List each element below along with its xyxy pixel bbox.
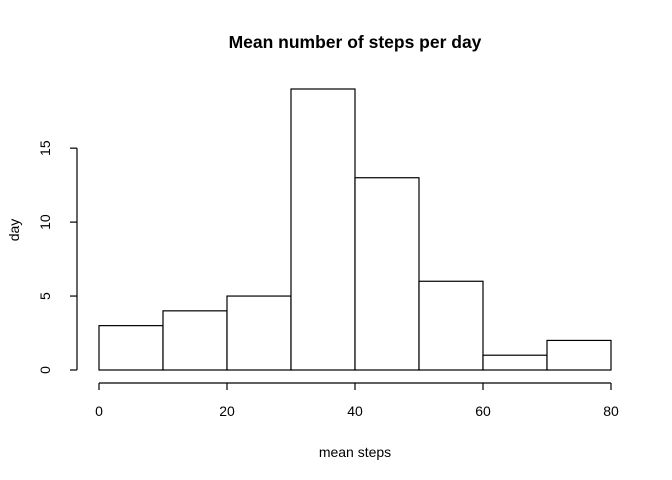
x-axis-label: mean steps (319, 444, 391, 460)
x-tick-label-3: 60 (475, 403, 491, 419)
x-tick-label-4: 80 (603, 403, 619, 419)
histogram-bar-1 (162, 310, 228, 371)
x-tick-label-0: 0 (95, 403, 103, 419)
y-tick-label-1: 5 (37, 292, 53, 300)
x-tick-label-1: 20 (219, 403, 235, 419)
x-axis: 0 20 40 60 80 (95, 382, 619, 419)
y-tick-label-0: 0 (37, 366, 53, 374)
y-tick-label-3: 15 (37, 140, 53, 156)
y-axis: 0 5 10 15 (37, 140, 78, 374)
histogram-bar-2 (226, 295, 292, 371)
histogram-bar-6 (482, 354, 548, 371)
chart-title: Mean number of steps per day (229, 32, 482, 52)
histogram-bar-4 (354, 177, 420, 371)
y-tick-label-2: 10 (37, 214, 53, 230)
x-tick-label-2: 40 (347, 403, 363, 419)
histogram-bar-7 (546, 339, 612, 371)
histogram-bar-3 (290, 88, 356, 371)
histogram-bar-5 (418, 280, 484, 371)
y-axis-label: day (6, 219, 22, 242)
bars-group (98, 88, 612, 371)
histogram-bar-0 (98, 325, 164, 371)
